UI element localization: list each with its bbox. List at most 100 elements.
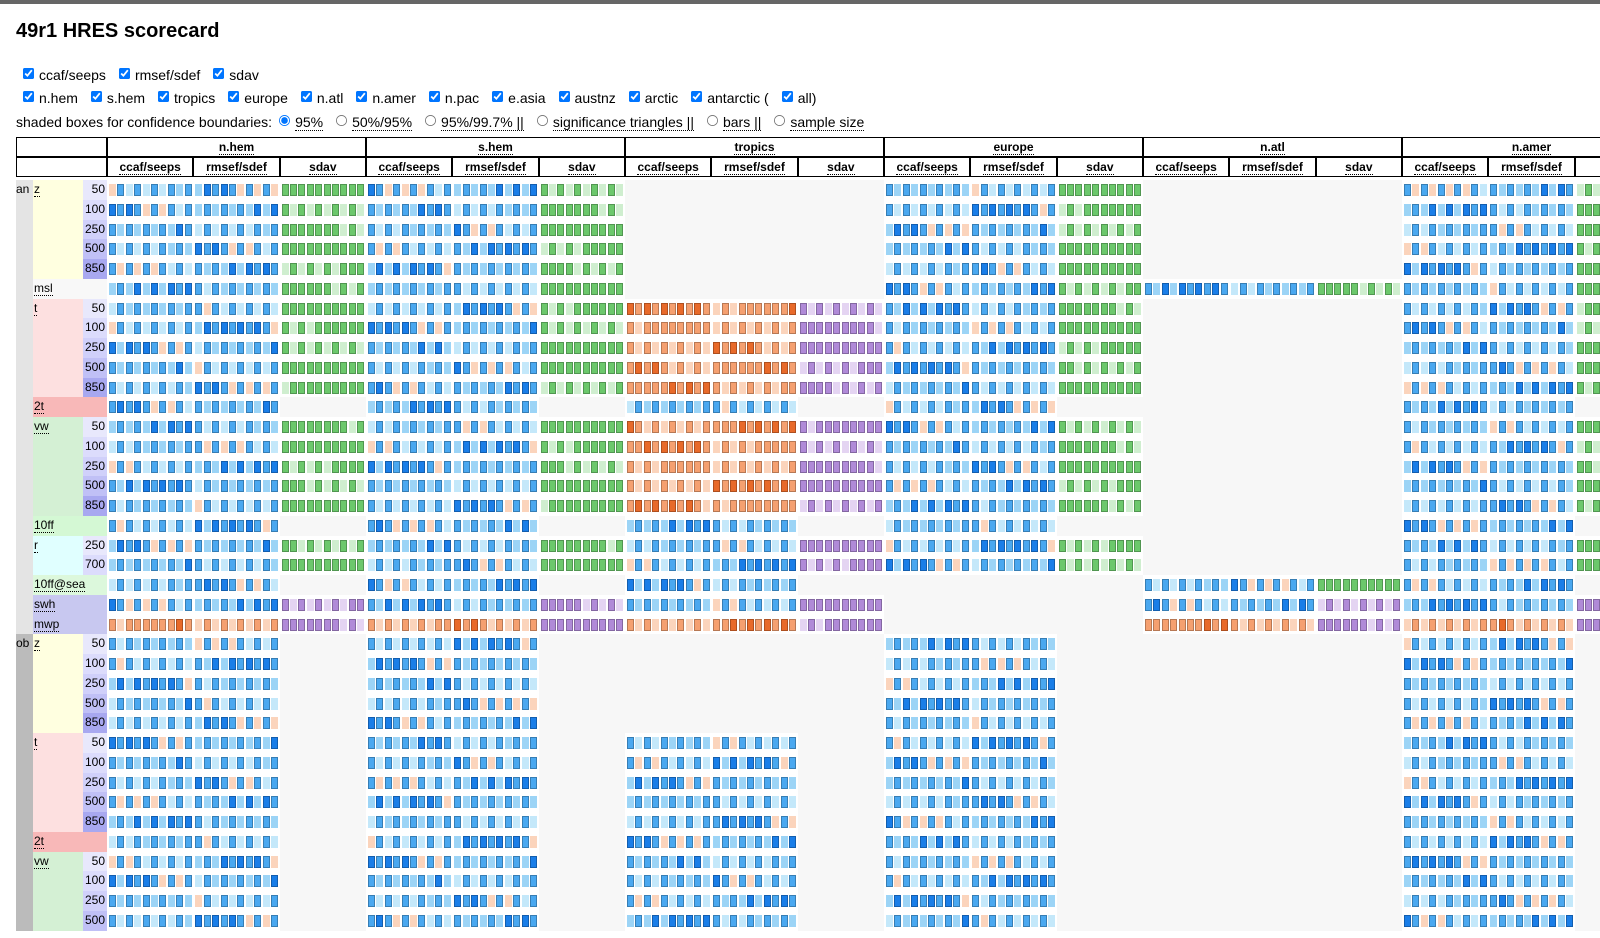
- score-box: [738, 776, 746, 789]
- score-box: [669, 302, 676, 315]
- score-box: [184, 361, 192, 374]
- option[interactable]: all): [775, 90, 816, 106]
- score-box: [454, 500, 462, 512]
- score-box: [799, 440, 807, 453]
- radio[interactable]: [706, 114, 718, 127]
- score-box: [599, 460, 607, 473]
- score-box: [306, 598, 314, 611]
- checkbox[interactable]: [781, 90, 793, 103]
- score-box: [627, 559, 634, 572]
- score-box: [582, 598, 590, 611]
- score-box: [443, 243, 451, 256]
- empty-cell: [1574, 772, 1600, 793]
- empty-cell: [1229, 812, 1316, 832]
- score-box: [151, 381, 158, 394]
- score-box: [1498, 559, 1506, 572]
- empty-cell: [797, 772, 884, 793]
- checkbox[interactable]: [492, 90, 504, 103]
- option[interactable]: tropics: [151, 90, 215, 106]
- score-box: [1005, 302, 1013, 315]
- score-box: [866, 480, 874, 493]
- option[interactable]: rmsef/sdef: [112, 67, 200, 83]
- option[interactable]: arctic: [622, 90, 678, 106]
- radio[interactable]: [536, 114, 548, 127]
- option[interactable]: n.amer: [349, 90, 416, 106]
- checkbox[interactable]: [691, 90, 703, 103]
- option[interactable]: bars ||: [700, 114, 762, 131]
- score-box: [721, 855, 729, 868]
- score-box: [713, 776, 721, 789]
- option[interactable]: e.asia: [485, 90, 546, 106]
- score-box: [1585, 203, 1593, 216]
- option[interactable]: n.hem: [16, 90, 78, 106]
- checkbox[interactable]: [300, 90, 312, 103]
- score-box: [928, 440, 935, 453]
- radio[interactable]: [336, 114, 348, 127]
- score-box: [270, 658, 278, 670]
- checkbox[interactable]: [22, 67, 35, 80]
- radio[interactable]: [279, 114, 291, 127]
- score-box: [228, 401, 236, 414]
- checkbox[interactable]: [90, 90, 102, 103]
- option[interactable]: ccaf/seeps: [16, 67, 106, 83]
- empty-cell: [1229, 357, 1316, 378]
- score-box: [1437, 855, 1445, 868]
- option[interactable]: 50%/95%: [329, 114, 413, 131]
- score-box: [1014, 677, 1022, 690]
- option[interactable]: europe: [221, 90, 288, 106]
- score-box: [376, 421, 384, 433]
- empty-cell: [279, 851, 366, 872]
- score-box: [281, 184, 289, 196]
- option[interactable]: 95%: [272, 114, 324, 131]
- score-box: [203, 342, 211, 354]
- checkbox[interactable]: [213, 67, 225, 80]
- score-box: [1576, 381, 1584, 394]
- option[interactable]: 95%/99.7% ||: [418, 114, 524, 131]
- score-box: [410, 697, 417, 710]
- score-box: [159, 500, 167, 512]
- option[interactable]: antarctic (: [684, 90, 769, 106]
- score-box: [1523, 895, 1531, 907]
- radio[interactable]: [425, 114, 437, 127]
- option[interactable]: sample size: [767, 114, 865, 131]
- score-box: [1039, 914, 1047, 927]
- score-box: [858, 381, 866, 394]
- score-box: [627, 381, 634, 394]
- score-box: [513, 322, 521, 335]
- checkbox[interactable]: [22, 90, 35, 103]
- score-box: [254, 361, 262, 374]
- score-box: [1540, 381, 1548, 394]
- score-box: [195, 263, 203, 275]
- checkbox[interactable]: [428, 90, 440, 103]
- checkbox[interactable]: [158, 90, 170, 103]
- score-box: [125, 203, 133, 216]
- option[interactable]: sdav: [206, 67, 259, 83]
- score-box: [919, 203, 927, 216]
- score-box: [591, 322, 599, 335]
- option[interactable]: s.hem: [84, 90, 145, 106]
- option[interactable]: n.atl: [294, 90, 343, 106]
- option[interactable]: n.pac: [422, 90, 479, 106]
- score-box: [1585, 322, 1593, 335]
- checkbox[interactable]: [118, 67, 130, 80]
- checkbox[interactable]: [558, 90, 570, 103]
- score-box: [1031, 539, 1039, 552]
- score-box: [997, 855, 1005, 868]
- checkbox[interactable]: [228, 90, 240, 103]
- score-box: [1005, 322, 1013, 335]
- score-box: [997, 302, 1005, 315]
- checkbox[interactable]: [628, 90, 640, 103]
- score-box: [972, 184, 980, 196]
- checkbox[interactable]: [356, 90, 368, 103]
- score-box: [1420, 460, 1428, 473]
- radio[interactable]: [774, 114, 786, 127]
- score-box: [713, 895, 721, 907]
- score-box: [557, 223, 565, 236]
- option[interactable]: austnz: [552, 90, 616, 106]
- score-box: [1170, 579, 1178, 591]
- score-box: [780, 302, 788, 315]
- score-box: [902, 895, 910, 907]
- option[interactable]: significance triangles ||: [530, 114, 694, 131]
- score-box: [487, 697, 495, 710]
- score-box: [504, 816, 512, 828]
